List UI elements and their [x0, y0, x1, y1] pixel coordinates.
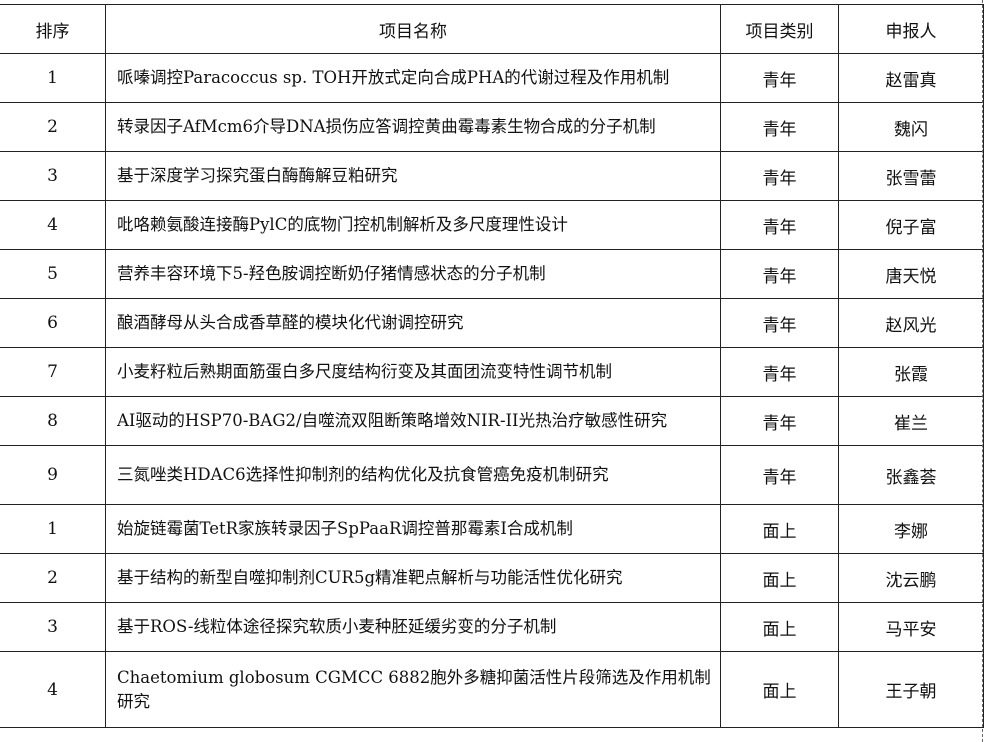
rank-cell[interactable]: 2	[0, 553, 106, 603]
rank-cell[interactable]: 1	[0, 53, 106, 103]
category-cell[interactable]: 青年	[720, 298, 839, 348]
project-name-cell[interactable]: 基于ROS-线粒体途径探究软质小麦种胚延缓劣变的分子机制	[105, 602, 721, 652]
category-cell[interactable]: 面上	[720, 651, 839, 728]
header-name[interactable]: 项目名称	[105, 4, 721, 54]
applicant-cell[interactable]: 魏闪	[838, 102, 984, 152]
applicant-cell[interactable]: 张雪蕾	[838, 151, 984, 201]
rank-cell[interactable]: 8	[0, 396, 106, 446]
category-cell[interactable]: 青年	[720, 249, 839, 299]
rank-cell[interactable]: 4	[0, 651, 106, 728]
project-name-cell[interactable]: 三氮唑类HDAC6选择性抑制剂的结构优化及抗食管癌免疫机制研究	[105, 445, 721, 505]
project-name-cell[interactable]: 吡咯赖氨酸连接酶PylC的底物门控机制解析及多尺度理性设计	[105, 200, 721, 250]
category-cell[interactable]: 面上	[720, 602, 839, 652]
applicant-cell[interactable]: 沈云鹏	[838, 553, 984, 603]
header-row: 排序 项目名称 项目类别 申报人	[0, 4, 984, 54]
applicant-cell[interactable]: 唐天悦	[838, 249, 984, 299]
header-applicant[interactable]: 申报人	[838, 4, 984, 54]
category-cell[interactable]: 面上	[720, 553, 839, 603]
project-name-cell[interactable]: 始旋链霉菌TetR家族转录因子SpPaaR调控普那霉素I合成机制	[105, 504, 721, 554]
applicant-cell[interactable]: 倪子富	[838, 200, 984, 250]
rank-cell[interactable]: 6	[0, 298, 106, 348]
project-name-cell[interactable]: 哌嗪调控Paracoccus sp. TOH开放式定向合成PHA的代谢过程及作用…	[105, 53, 721, 103]
rank-cell[interactable]: 7	[0, 347, 106, 397]
project-table: 排序 项目名称 项目类别 申报人 1 哌嗪调控Paracoccus sp. TOH…	[0, 4, 984, 728]
rank-cell[interactable]: 9	[0, 445, 106, 505]
project-name-cell[interactable]: AI驱动的HSP70-BAG2/自噬流双阻断策略增效NIR-II光热治疗敏感性研…	[105, 396, 721, 446]
applicant-cell[interactable]: 崔兰	[838, 396, 984, 446]
applicant-cell[interactable]: 张霞	[838, 347, 984, 397]
rank-cell[interactable]: 1	[0, 504, 106, 554]
table-row: 9 三氮唑类HDAC6选择性抑制剂的结构优化及抗食管癌免疫机制研究 青年 张鑫荟	[0, 445, 984, 505]
page-break-line	[982, 0, 983, 742]
applicant-cell[interactable]: 王子朝	[838, 651, 984, 728]
project-name-cell[interactable]: 酿酒酵母从头合成香草醛的模块化代谢调控研究	[105, 298, 721, 348]
rank-cell[interactable]: 3	[0, 602, 106, 652]
applicant-cell[interactable]: 赵风光	[838, 298, 984, 348]
table-row: 3 基于ROS-线粒体途径探究软质小麦种胚延缓劣变的分子机制 面上 马平安	[0, 602, 984, 652]
applicant-cell[interactable]: 李娜	[838, 504, 984, 554]
category-cell[interactable]: 青年	[720, 102, 839, 152]
table-row: 2 转录因子AfMcm6介导DNA损伤应答调控黄曲霉毒素生物合成的分子机制 青年 魏闪	[0, 102, 984, 152]
table-row: 3 基于深度学习探究蛋白酶酶解豆粕研究 青年 张雪蕾	[0, 151, 984, 201]
project-name-cell[interactable]: 小麦籽粒后熟期面筋蛋白多尺度结构衍变及其面团流变特性调节机制	[105, 347, 721, 397]
project-name-cell[interactable]: 转录因子AfMcm6介导DNA损伤应答调控黄曲霉毒素生物合成的分子机制	[105, 102, 721, 152]
header-rank[interactable]: 排序	[0, 4, 106, 54]
project-name-cell[interactable]: 基于深度学习探究蛋白酶酶解豆粕研究	[105, 151, 721, 201]
category-cell[interactable]: 面上	[720, 504, 839, 554]
category-cell[interactable]: 青年	[720, 200, 839, 250]
table-row: 4 Chaetomium globosum CGMCC 6882胞外多糖抑菌活性片…	[0, 651, 984, 728]
category-cell[interactable]: 青年	[720, 445, 839, 505]
header-category[interactable]: 项目类别	[720, 4, 839, 54]
rank-cell[interactable]: 2	[0, 102, 106, 152]
rank-cell[interactable]: 4	[0, 200, 106, 250]
project-name-cell[interactable]: 营养丰容环境下5-羟色胺调控断奶仔猪情感状态的分子机制	[105, 249, 721, 299]
table-row: 2 基于结构的新型自噬抑制剂CUR5g精准靶点解析与功能活性优化研究 面上 沈云鹏	[0, 553, 984, 603]
rank-cell[interactable]: 3	[0, 151, 106, 201]
table-row: 5 营养丰容环境下5-羟色胺调控断奶仔猪情感状态的分子机制 青年 唐天悦	[0, 249, 984, 299]
table-row: 4 吡咯赖氨酸连接酶PylC的底物门控机制解析及多尺度理性设计 青年 倪子富	[0, 200, 984, 250]
project-name-cell[interactable]: 基于结构的新型自噬抑制剂CUR5g精准靶点解析与功能活性优化研究	[105, 553, 721, 603]
table-row: 6 酿酒酵母从头合成香草醛的模块化代谢调控研究 青年 赵风光	[0, 298, 984, 348]
applicant-cell[interactable]: 马平安	[838, 602, 984, 652]
rank-cell[interactable]: 5	[0, 249, 106, 299]
table-row: 8 AI驱动的HSP70-BAG2/自噬流双阻断策略增效NIR-II光热治疗敏感性…	[0, 396, 984, 446]
category-cell[interactable]: 青年	[720, 53, 839, 103]
category-cell[interactable]: 青年	[720, 396, 839, 446]
applicant-cell[interactable]: 赵雷真	[838, 53, 984, 103]
project-name-cell[interactable]: Chaetomium globosum CGMCC 6882胞外多糖抑菌活性片段…	[105, 651, 721, 728]
table-row: 1 始旋链霉菌TetR家族转录因子SpPaaR调控普那霉素I合成机制 面上 李娜	[0, 504, 984, 554]
table-row: 1 哌嗪调控Paracoccus sp. TOH开放式定向合成PHA的代谢过程及作…	[0, 53, 984, 103]
applicant-cell[interactable]: 张鑫荟	[838, 445, 984, 505]
table-row: 7 小麦籽粒后熟期面筋蛋白多尺度结构衍变及其面团流变特性调节机制 青年 张霞	[0, 347, 984, 397]
category-cell[interactable]: 青年	[720, 151, 839, 201]
category-cell[interactable]: 青年	[720, 347, 839, 397]
